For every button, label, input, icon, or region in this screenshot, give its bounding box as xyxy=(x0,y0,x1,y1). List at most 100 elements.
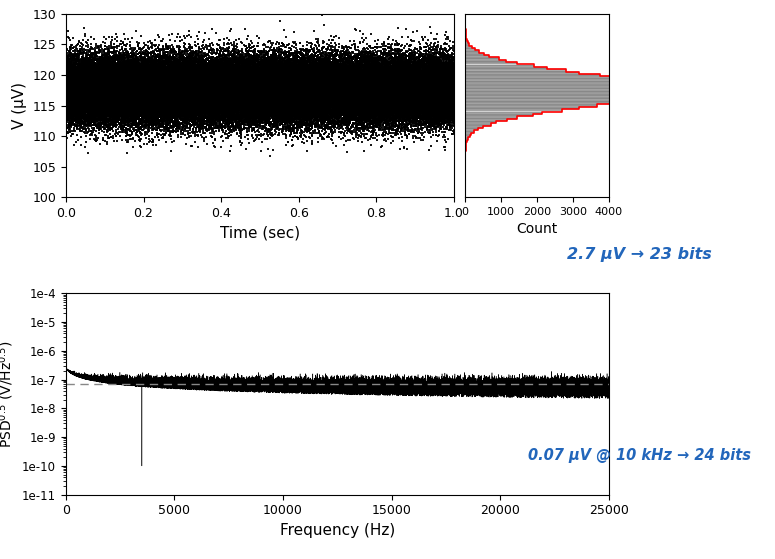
Point xyxy=(64,88,76,97)
Point xyxy=(339,82,352,91)
Point xyxy=(356,122,369,131)
Point xyxy=(394,72,406,80)
Point xyxy=(257,74,270,83)
Point xyxy=(247,72,260,81)
Point xyxy=(153,98,165,107)
Point xyxy=(78,60,90,69)
Point xyxy=(446,85,459,94)
Point xyxy=(118,61,130,70)
Point xyxy=(160,63,173,72)
Point xyxy=(305,79,318,88)
Point xyxy=(247,57,260,66)
Point xyxy=(63,91,75,100)
Point xyxy=(72,73,84,82)
Point xyxy=(155,107,167,116)
Point xyxy=(377,106,390,115)
Point xyxy=(271,71,284,80)
Point xyxy=(399,85,412,94)
Point xyxy=(86,86,98,94)
Point xyxy=(195,101,208,110)
Point xyxy=(159,78,171,87)
Point xyxy=(263,72,275,80)
Point xyxy=(264,64,276,73)
Point xyxy=(306,97,319,106)
Point xyxy=(445,82,457,91)
Point xyxy=(447,90,460,99)
Point xyxy=(273,75,285,84)
Point xyxy=(191,77,204,86)
Point xyxy=(226,56,239,65)
Point xyxy=(267,120,280,129)
Point xyxy=(329,101,342,110)
Point xyxy=(70,98,82,107)
Point xyxy=(177,97,190,106)
Point xyxy=(126,83,139,92)
Point xyxy=(141,65,153,74)
Point xyxy=(223,64,236,73)
Point xyxy=(390,88,402,97)
Point xyxy=(145,106,157,115)
Point xyxy=(381,88,394,97)
Point xyxy=(390,79,402,88)
Point xyxy=(110,97,122,106)
Point xyxy=(348,80,360,89)
Point xyxy=(275,79,288,88)
Point xyxy=(369,92,381,101)
Point xyxy=(248,93,260,102)
Point xyxy=(76,87,88,96)
Point xyxy=(64,75,76,84)
Point xyxy=(341,60,353,69)
Point xyxy=(88,74,100,83)
Point xyxy=(343,82,356,91)
Point xyxy=(374,68,386,77)
Point xyxy=(235,82,247,91)
Point xyxy=(111,89,123,98)
Point xyxy=(354,89,367,98)
Point xyxy=(146,88,159,97)
Point xyxy=(69,107,81,116)
Point xyxy=(218,84,230,93)
Point xyxy=(148,92,160,101)
Point xyxy=(271,79,284,88)
Point xyxy=(128,87,140,96)
Point xyxy=(205,80,217,89)
Point xyxy=(252,91,264,100)
Point xyxy=(219,80,232,89)
Point xyxy=(362,86,374,95)
Point xyxy=(102,80,115,89)
Point xyxy=(88,85,100,94)
Point xyxy=(430,72,443,80)
Point xyxy=(253,72,266,81)
Point xyxy=(88,79,100,88)
Point xyxy=(330,89,343,98)
Point xyxy=(345,94,357,103)
Point xyxy=(303,82,315,91)
Point xyxy=(298,80,310,89)
Point xyxy=(386,91,398,100)
Point xyxy=(250,69,262,78)
Point xyxy=(140,99,152,108)
Point xyxy=(294,70,307,79)
Point xyxy=(441,70,453,79)
Point xyxy=(300,87,312,96)
Point xyxy=(370,121,382,130)
Point xyxy=(182,68,195,77)
Point xyxy=(230,106,243,115)
Point xyxy=(327,61,339,70)
Point xyxy=(332,60,344,69)
Point xyxy=(254,93,267,102)
Point xyxy=(372,77,384,86)
Point xyxy=(254,110,267,119)
Point xyxy=(188,83,201,92)
Point xyxy=(260,95,272,104)
Point xyxy=(81,78,93,87)
Point xyxy=(287,84,299,93)
Point xyxy=(94,64,106,73)
Point xyxy=(275,91,288,100)
Point xyxy=(251,108,264,117)
Point xyxy=(341,87,353,96)
Point xyxy=(160,59,172,68)
Point xyxy=(140,104,152,113)
Point xyxy=(151,71,164,80)
Point xyxy=(202,70,214,79)
